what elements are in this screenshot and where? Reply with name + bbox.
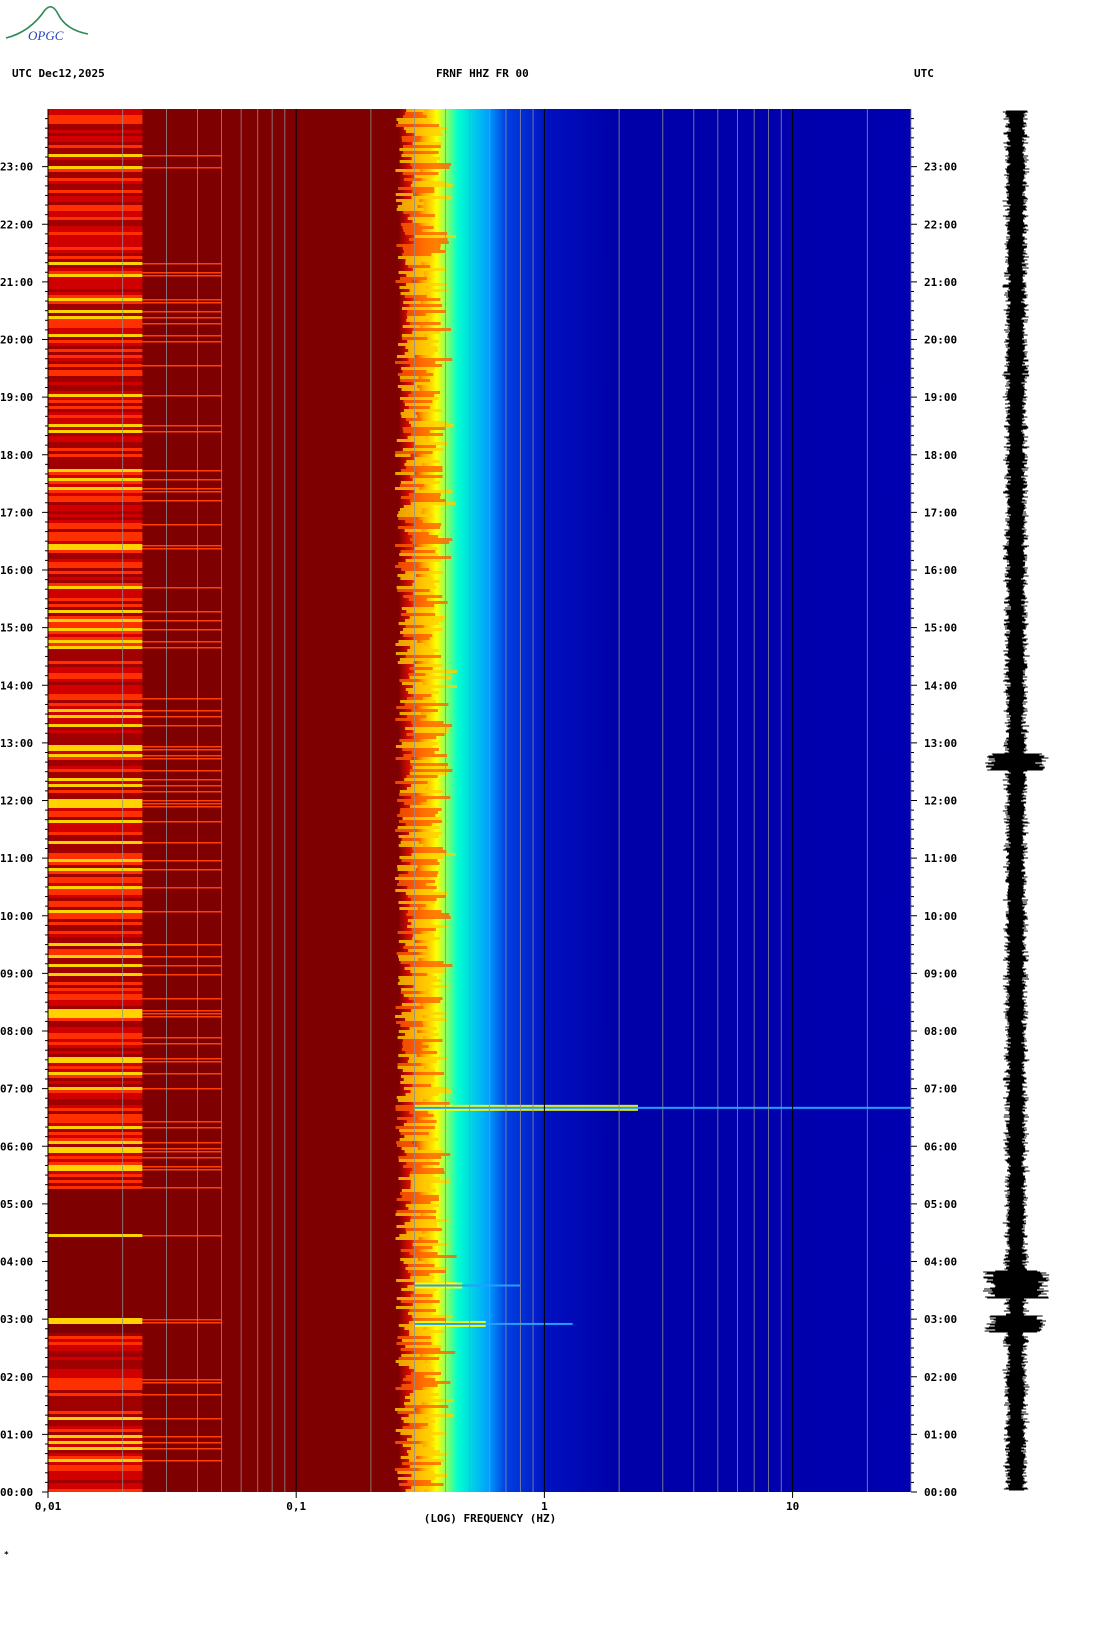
y-tick-label-right: 06:00 — [924, 1140, 957, 1153]
y-tick-label-left: 22:00 — [0, 218, 33, 231]
y-tick-label-left: 05:00 — [0, 1198, 33, 1211]
event-line-0 — [414, 1322, 573, 1325]
x-tick-label: 0,1 — [286, 1500, 306, 1513]
y-tick-label-left: 08:00 — [0, 1025, 33, 1038]
y-tick-label-right: 08:00 — [924, 1025, 957, 1038]
y-tick-label-left: 19:00 — [0, 391, 33, 404]
spectrogram-streaks — [48, 109, 458, 1492]
y-tick-label-right: 10:00 — [924, 910, 957, 923]
y-tick-label-left: 17:00 — [0, 506, 33, 519]
x-tick-label: 10 — [786, 1500, 799, 1513]
y-tick-label-left: 10:00 — [0, 910, 33, 923]
y-tick-label-right: 19:00 — [924, 391, 957, 404]
y-tick-label-left: 01:00 — [0, 1428, 33, 1441]
y-tick-label-right: 02:00 — [924, 1371, 957, 1384]
header-center: FRNF HHZ FR 00 — [436, 67, 529, 80]
footer-mark: * — [4, 1550, 9, 1559]
y-tick-label-left: 03:00 — [0, 1313, 33, 1326]
y-tick-label-right: 11:00 — [924, 852, 957, 865]
y-tick-label-left: 07:00 — [0, 1083, 33, 1096]
y-tick-label-right: 15:00 — [924, 622, 957, 635]
y-tick-label-right: 18:00 — [924, 449, 957, 462]
y-tick-label-left: 12:00 — [0, 795, 33, 808]
logo-text: OPGC — [28, 28, 64, 43]
y-tick-label-right: 01:00 — [924, 1428, 957, 1441]
y-tick-label-left: 18:00 — [0, 449, 33, 462]
frequency-gridlines — [47, 109, 912, 1492]
x-tick-label: 0,01 — [35, 1500, 62, 1513]
y-tick-label-left: 21:00 — [0, 276, 33, 289]
y-tick-label-left: 02:00 — [0, 1371, 33, 1384]
frequency-axis: 0,01 0,1 1 10 — [35, 1492, 799, 1513]
x-axis-label: (LOG) FREQUENCY (HZ) — [424, 1512, 556, 1525]
y-tick-label-left: 20:00 — [0, 334, 33, 347]
y-tick-label-right: 12:00 — [924, 795, 957, 808]
y-tick-label-right: 03:00 — [924, 1313, 957, 1326]
header-right: UTC — [914, 67, 934, 80]
time-axis: 00:00 00:00 01:00 01:00 02:00 02:00 03:00 03:00… — [0, 118, 957, 1499]
y-tick-label-left: 23:00 — [0, 161, 33, 174]
y-tick-label-left: 06:00 — [0, 1140, 33, 1153]
y-tick-label-right: 17:00 — [924, 506, 957, 519]
y-tick-label-right: 16:00 — [924, 564, 957, 577]
y-tick-label-right: 21:00 — [924, 276, 957, 289]
y-tick-label-right: 00:00 — [924, 1486, 957, 1499]
opgc-logo: OPGC — [5, 6, 89, 43]
y-tick-label-right: 07:00 — [924, 1083, 957, 1096]
y-tick-label-left: 04:00 — [0, 1256, 33, 1269]
y-tick-label-right: 05:00 — [924, 1198, 957, 1211]
y-tick-label-left: 16:00 — [0, 564, 33, 577]
y-tick-label-left: 15:00 — [0, 622, 33, 635]
y-tick-label-left: 11:00 — [0, 852, 33, 865]
event-line-1 — [414, 1284, 521, 1287]
y-tick-label-right: 20:00 — [924, 334, 957, 347]
y-tick-label-right: 22:00 — [924, 218, 957, 231]
y-tick-label-left: 09:00 — [0, 967, 33, 980]
trace-path — [983, 110, 1050, 1491]
y-tick-label-right: 23:00 — [924, 161, 957, 174]
x-tick-label: 1 — [541, 1500, 548, 1513]
y-tick-label-right: 14:00 — [924, 679, 957, 692]
y-tick-label-left: 00:00 — [0, 1486, 33, 1499]
y-tick-label-right: 09:00 — [924, 967, 957, 980]
header-left: UTC Dec12,2025 — [12, 67, 105, 80]
y-tick-label-right: 04:00 — [924, 1256, 957, 1269]
y-tick-label-right: 13:00 — [924, 737, 957, 750]
y-tick-label-left: 14:00 — [0, 679, 33, 692]
y-tick-label-left: 13:00 — [0, 737, 33, 750]
